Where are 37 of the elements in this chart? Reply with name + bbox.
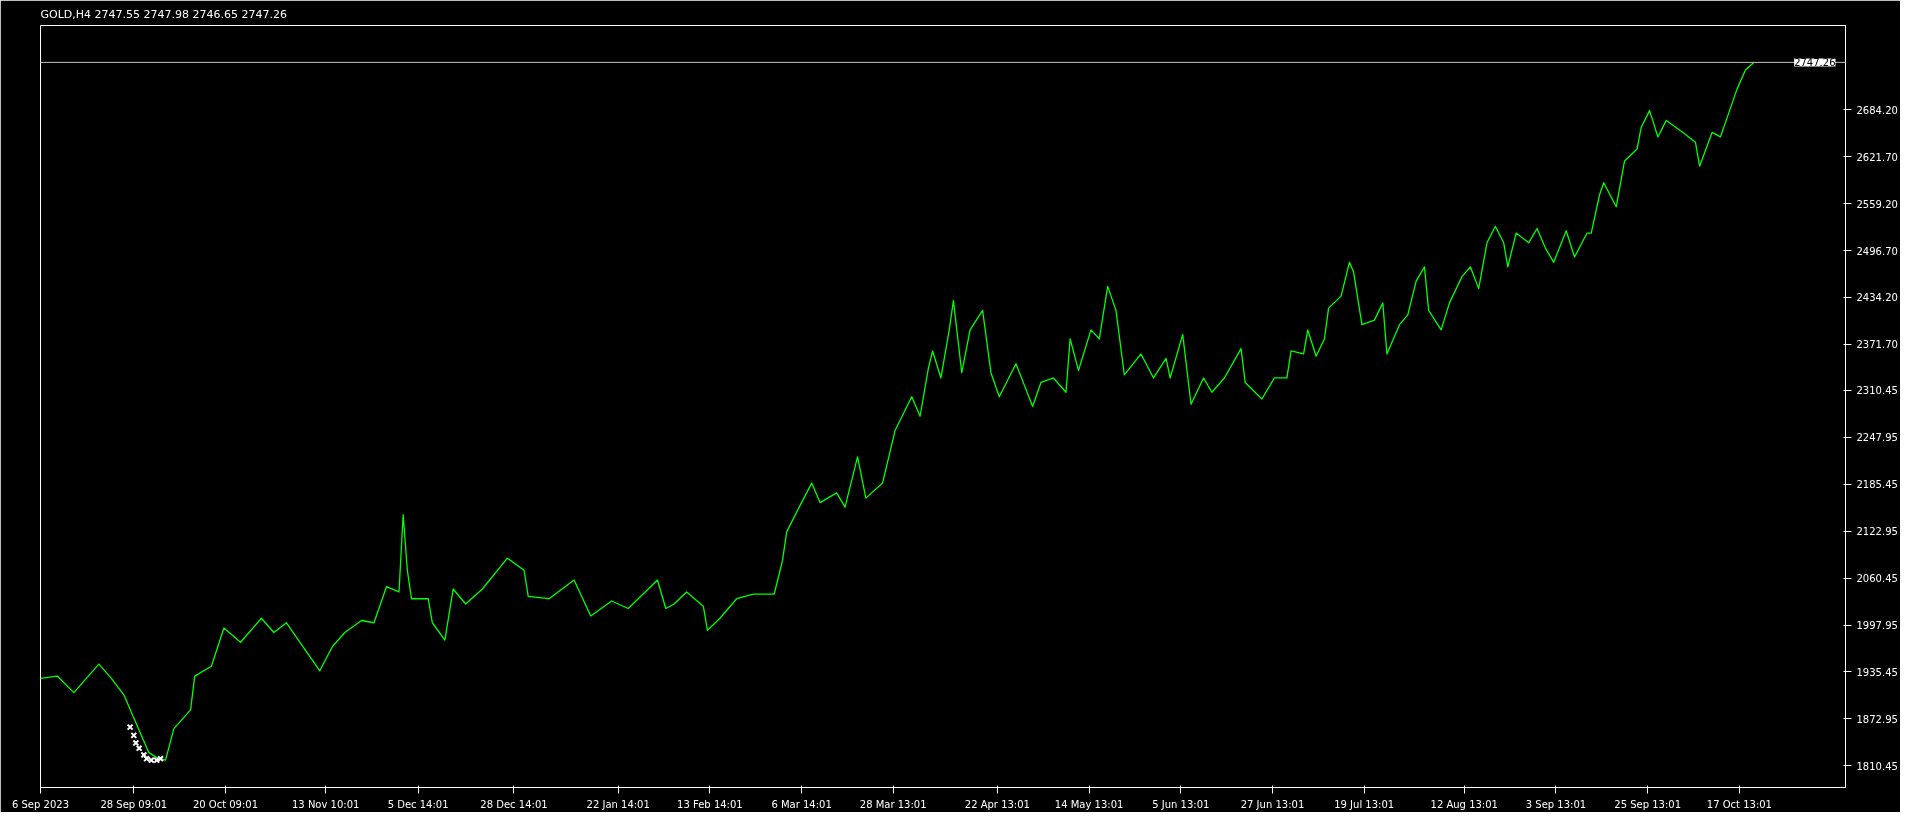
x-tick-label: 13 Nov 10:01 <box>292 798 360 810</box>
y-tick-label: 2185.45 <box>1856 479 1898 491</box>
ref-line-label: 2747.26 <box>1794 57 1836 69</box>
y-tick-label: 1872.95 <box>1856 713 1898 725</box>
y-tick-label: 2684.20 <box>1856 104 1898 116</box>
x-tick-label: 25 Sep 13:01 <box>1614 798 1682 810</box>
y-tick-label: 2434.20 <box>1856 292 1898 304</box>
x-tick-label: 28 Sep 09:01 <box>100 798 168 810</box>
y-tick-label: 2310.45 <box>1856 385 1898 397</box>
y-tick-label: 1997.95 <box>1856 620 1898 632</box>
x-tick-label: 13 Feb 14:01 <box>677 798 743 810</box>
x-tick-label: 6 Sep 2023 <box>11 798 70 810</box>
x-tick-label: 5 Jun 13:01 <box>1152 798 1210 810</box>
x-tick-label: 28 Mar 13:01 <box>859 798 927 810</box>
x-tick-label: 12 Aug 13:01 <box>1430 798 1498 810</box>
x-tick-label: 6 Mar 14:01 <box>771 798 832 810</box>
x-tick-label: 17 Oct 13:01 <box>1706 798 1772 810</box>
y-tick-label: 2247.95 <box>1856 432 1898 444</box>
y-tick-label: 2621.70 <box>1856 151 1898 163</box>
x-tick-label: 19 Jul 13:01 <box>1334 798 1395 810</box>
y-tick-label: 2371.70 <box>1856 339 1898 351</box>
x-tick-label: 28 Dec 14:01 <box>480 798 548 810</box>
x-tick-label: 22 Apr 13:01 <box>964 798 1030 810</box>
y-tick-label: 1810.45 <box>1856 760 1898 772</box>
x-tick-label: 14 May 13:01 <box>1054 798 1124 810</box>
y-tick-label: 2496.70 <box>1856 245 1898 257</box>
x-tick-label: 20 Oct 09:01 <box>192 798 259 810</box>
x-tick-label: 22 Jan 14:01 <box>586 798 650 810</box>
y-tick-label: 2122.95 <box>1856 526 1898 538</box>
chart-title: GOLD,H4 2747.55 2747.98 2746.65 2747.26 <box>40 7 287 21</box>
y-tick-label: 2060.45 <box>1856 573 1898 585</box>
y-tick-label: 1935.45 <box>1856 666 1898 678</box>
y-tick-label: 2559.20 <box>1856 198 1898 210</box>
x-tick-label: 27 Jun 13:01 <box>1240 798 1305 810</box>
x-tick-label: 5 Dec 14:01 <box>387 798 449 810</box>
line-series <box>40 61 1755 761</box>
x-tick-label: 3 Sep 13:01 <box>1525 798 1587 810</box>
